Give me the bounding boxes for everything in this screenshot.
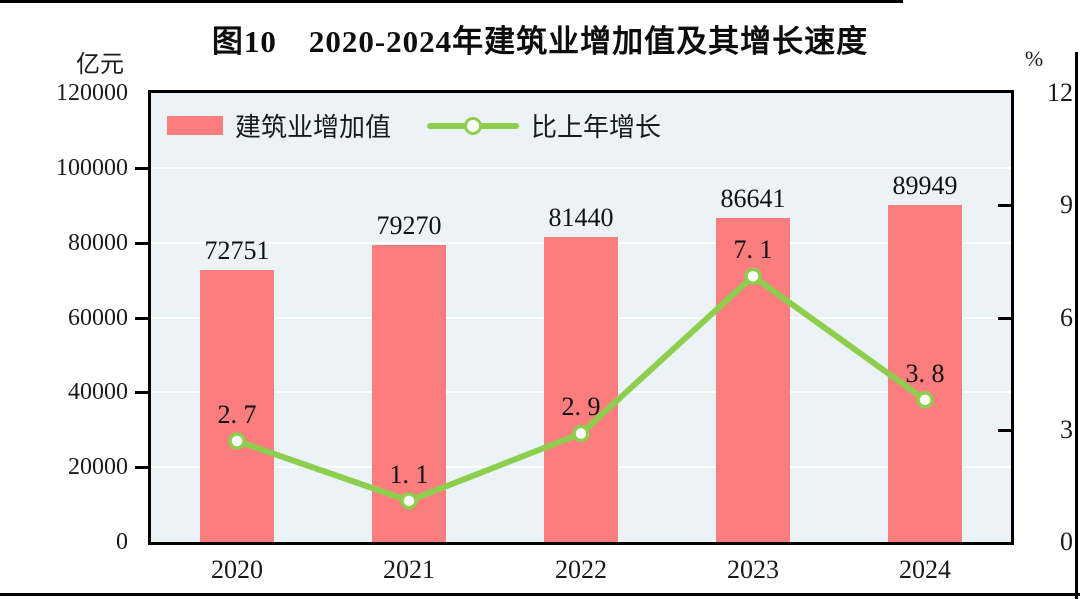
- line-marker-2021: [400, 492, 418, 510]
- growth-line-svg: [228, 267, 934, 510]
- y-right-tick-mark-6: [998, 316, 1011, 320]
- document-frame-top-line: [0, 0, 903, 3]
- y-right-tick-mark-3: [998, 428, 1011, 432]
- legend-line-swatch: [427, 115, 520, 137]
- line-marker-2022: [572, 424, 590, 443]
- y-left-tick-label-40000: 40000: [68, 379, 128, 406]
- y-right-tick-label-3: 3: [1060, 414, 1073, 444]
- x-tick-label-2024: 2024: [899, 555, 951, 584]
- y-left-tick-label-60000: 60000: [68, 304, 128, 331]
- bar-2024: [888, 205, 962, 542]
- chart-title: 图10 2020-2024年建筑业增加值及其增长速度: [211, 24, 869, 59]
- line-value-label-2022: 2. 9: [561, 392, 601, 422]
- y-left-tick-mark-100000: [135, 166, 148, 170]
- x-tick-label-2023: 2023: [727, 555, 779, 584]
- line-marker-2020: [228, 432, 246, 450]
- bar-value-label-2020: 72751: [204, 235, 270, 265]
- y-left-tick-label-100000: 100000: [56, 154, 128, 181]
- line-value-label-2024: 3. 8: [905, 358, 945, 388]
- y-left-tick-label-80000: 80000: [68, 229, 128, 256]
- legend-bar-label: 建筑业增加值: [235, 113, 392, 142]
- line-marker-2023: [744, 267, 762, 286]
- line-value-label-2023: 7. 1: [733, 235, 773, 265]
- gridline-100000: [151, 166, 1011, 169]
- y-right-tick-mark-9: [998, 204, 1011, 208]
- x-tick-label-2020: 2020: [211, 555, 263, 584]
- x-tick-label-2022: 2022: [555, 555, 607, 584]
- right-axis-unit-label: %: [1024, 46, 1044, 71]
- x-tick-label-2021: 2021: [383, 555, 435, 584]
- y-left-tick-mark-80000: [135, 241, 148, 245]
- y-right-tick-label-9: 9: [1060, 190, 1073, 220]
- bar-2022: [544, 237, 618, 542]
- legend: 建筑业增加值 比上年增长: [167, 107, 661, 144]
- document-frame-bottom-line: [0, 593, 1080, 596]
- y-left-tick-label-0: 0: [116, 529, 128, 555]
- y-right-tick-label-6: 6: [1060, 302, 1073, 332]
- line-value-label-2020: 2. 7: [217, 399, 257, 429]
- bar-value-label-2024: 89949: [892, 171, 958, 201]
- y-left-tick-mark-60000: [135, 316, 148, 320]
- legend-line-label: 比上年增长: [531, 113, 662, 142]
- bar-value-label-2021: 79270: [376, 211, 442, 241]
- legend-bar-swatch: [167, 116, 223, 135]
- y-left-tick-label-120000: 120000: [56, 80, 128, 106]
- line-marker-2024: [916, 391, 934, 409]
- y-right-tick-label-12: 12: [1047, 78, 1073, 107]
- document-frame-right-line: [1075, 52, 1078, 599]
- bar-value-label-2023: 86641: [720, 183, 786, 213]
- line-value-label-2021: 1. 1: [389, 459, 429, 489]
- y-left-tick-mark-20000: [135, 466, 148, 470]
- y-right-tick-label-0: 0: [1060, 527, 1073, 556]
- y-left-tick-mark-40000: [135, 391, 148, 395]
- plot-area: 72751 79270 81440 86641 89949 2. 7 1. 1 2. 9 7. …: [148, 90, 1014, 545]
- legend-line-marker-icon: [464, 116, 483, 135]
- growth-line: [234, 273, 928, 504]
- bar-value-label-2022: 81440: [548, 203, 614, 233]
- bar-2020: [200, 269, 274, 542]
- left-axis-unit-label: 亿元: [76, 52, 124, 78]
- y-left-tick-label-20000: 20000: [68, 454, 128, 481]
